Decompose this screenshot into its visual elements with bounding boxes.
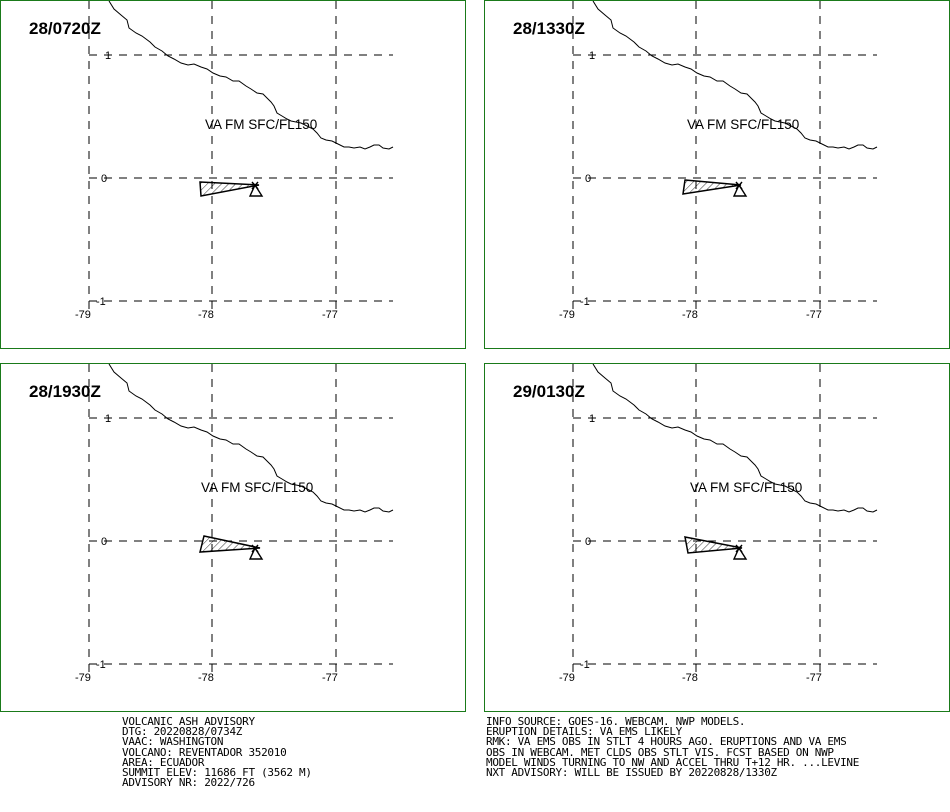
advisory-remarks-block: INFO SOURCE: GOES-16. WEBCAM. NWP MODELS…	[486, 715, 860, 780]
lon-tick: -77	[806, 672, 822, 684]
ash-layer-label: VA FM SFC/FL150	[687, 117, 800, 132]
advisory-line: VAAC: WASHINGTON	[122, 735, 224, 749]
lon-tick: -78	[198, 672, 214, 684]
volcano-icon	[248, 181, 264, 197]
lat-tick: 0	[101, 536, 107, 548]
lon-tick: -79	[559, 309, 575, 321]
volcano-icon	[732, 544, 748, 560]
advisory-line: RMK: VA EMS OBS IN STLT 4 HOURS AGO. ERU…	[486, 735, 847, 749]
graticule	[572, 1, 877, 309]
lat-tick: -1	[96, 296, 106, 308]
panel-time-label: 28/0720Z	[29, 19, 101, 38]
ash-layer-label: VA FM SFC/FL150	[690, 480, 803, 495]
coastline	[108, 1, 394, 150]
lon-tick: -79	[75, 309, 91, 321]
panel-time-label: 28/1330Z	[513, 19, 585, 38]
graticule	[88, 364, 393, 672]
lat-tick: 0	[585, 536, 591, 548]
lon-tick: -79	[75, 672, 91, 684]
map-canvas-3: 1 0 -1 -79 -78 -77	[75, 364, 394, 684]
ash-polygon	[199, 181, 260, 197]
advisory-line: NXT ADVISORY: WILL BE ISSUED BY 20220828…	[486, 766, 777, 780]
lat-tick: 1	[589, 413, 595, 425]
lon-tick: -78	[682, 309, 698, 321]
lat-tick: 1	[105, 413, 111, 425]
lon-tick: -77	[322, 309, 338, 321]
advisory-line: AREA: ECUADOR	[122, 755, 205, 769]
panel-time-label: 28/1930Z	[29, 382, 101, 401]
ash-polygon	[199, 535, 261, 553]
lat-tick: 0	[101, 173, 107, 185]
ash-layer-label: VA FM SFC/FL150	[201, 480, 314, 495]
map-canvas-2: 1 0 -1 -79 -78 -77	[559, 1, 878, 321]
map-panel-4: 1 0 -1 -79 -78 -77 29/0130Z VA FM SFC/FL…	[484, 363, 950, 712]
advisory-line: MODEL WINDS TURNING TO NW AND ACCEL THRU…	[486, 755, 860, 769]
map-canvas-4: 1 0 -1 -79 -78 -77	[559, 364, 878, 684]
graticule	[572, 364, 877, 672]
panel-time-label: 29/0130Z	[513, 382, 585, 401]
map-canvas-1: 1 0 -1 -79 -78 -77	[75, 1, 394, 321]
map-panel-1: 1 0 -1 -79 -78 -77 28/0720Z VA FM SFC/FL…	[0, 0, 466, 349]
lon-tick: -78	[682, 672, 698, 684]
lat-tick: -1	[96, 659, 106, 671]
lon-tick: -77	[322, 672, 338, 684]
volcano-icon	[732, 181, 748, 197]
lat-tick: 0	[585, 173, 591, 185]
ash-polygon	[682, 179, 742, 195]
lat-tick: -1	[580, 296, 590, 308]
advisory-line: VOLCANIC ASH ADVISORY	[122, 715, 255, 728]
advisory-line: VOLCANO: REVENTADOR 352010	[122, 745, 287, 759]
advisory-line: INFO SOURCE: GOES-16. WEBCAM. NWP MODELS…	[486, 715, 746, 728]
advisory-line: ADVISORY NR: 2022/726	[122, 776, 255, 790]
coastline	[592, 364, 878, 513]
lat-tick: 1	[589, 50, 595, 62]
volcano-icon	[248, 544, 264, 560]
lon-tick: -79	[559, 672, 575, 684]
lat-tick: 1	[105, 50, 111, 62]
lon-tick: -78	[198, 309, 214, 321]
map-panel-3: 1 0 -1 -79 -78 -77 28/1930Z VA FM SFC/FL…	[0, 363, 466, 712]
advisory-header-block: VOLCANIC ASH ADVISORY DTG: 20220828/0734…	[122, 715, 312, 790]
ash-layer-label: VA FM SFC/FL150	[205, 117, 318, 132]
advisory-line: DTG: 20220828/0734Z	[122, 725, 243, 739]
advisory-line: OBS IN WEBCAM. MET CLDS OBS STLT VIS. FC…	[486, 745, 834, 759]
graticule	[88, 1, 393, 309]
lon-tick: -77	[806, 309, 822, 321]
map-panel-2: 1 0 -1 -79 -78 -77 28/1330Z VA FM SFC/FL…	[484, 0, 950, 349]
coastline	[108, 364, 394, 513]
advisory-line: SUMMIT ELEV: 11686 FT (3562 M)	[122, 766, 312, 780]
coastline	[592, 1, 878, 150]
lat-tick: -1	[580, 659, 590, 671]
ash-polygon	[684, 536, 743, 554]
advisory-line: ERUPTION DETAILS: VA EMS LIKELY	[486, 725, 682, 739]
